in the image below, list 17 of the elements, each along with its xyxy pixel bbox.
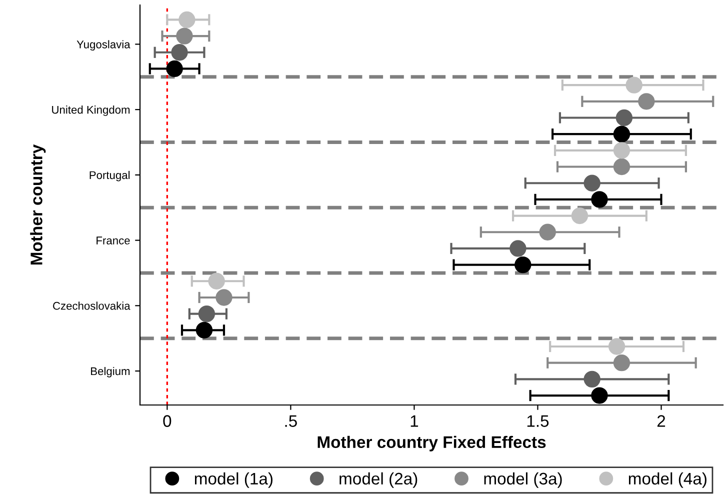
legend-label: model (3a) — [484, 472, 562, 488]
y-tick-label: Belgium — [91, 366, 130, 378]
y-axis-title: Mother country — [30, 144, 46, 265]
x-tick-label: 0 — [163, 415, 172, 427]
x-tick-label: 1.5 — [527, 415, 549, 427]
x-axis-title: Mother country Fixed Effects — [318, 436, 546, 452]
x-tick-label: 2 — [657, 415, 666, 427]
x-tick-label: 1 — [410, 415, 418, 427]
y-tick-label: Portugal — [90, 170, 130, 182]
y-tick-label: Yugoslavia — [76, 40, 130, 51]
x-tick-label: .5 — [285, 415, 297, 427]
legend-label: model (1a) — [194, 472, 272, 488]
legend-label: model (4a) — [628, 472, 706, 488]
y-tick-label: France — [96, 236, 130, 244]
y-tick-label: Czechoslovakia — [53, 302, 130, 310]
legend-label: model (2a) — [340, 472, 418, 488]
y-tick-label: United Kingdom — [52, 106, 130, 116]
